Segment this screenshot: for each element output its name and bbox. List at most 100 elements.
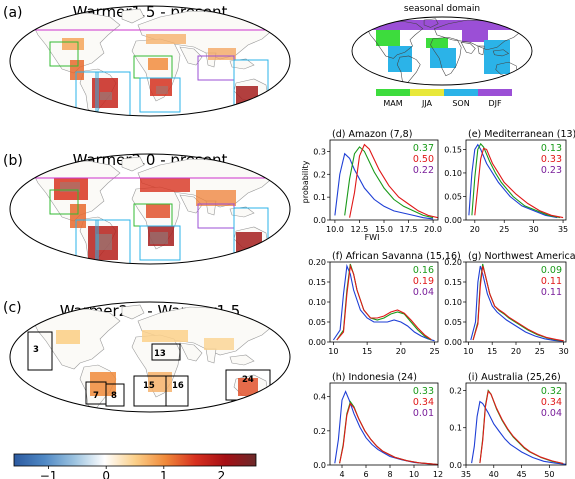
series-line — [472, 265, 564, 342]
probability-value: 0.32 — [541, 386, 562, 397]
y-tick-label: 0.0 — [313, 216, 326, 225]
probability-value: 0.13 — [541, 143, 562, 154]
colorbar-tick-label: 1 — [160, 469, 168, 479]
series-line — [474, 147, 564, 219]
series-line — [349, 143, 439, 219]
region-number: 15 — [143, 381, 155, 391]
x-tick-label: 4 — [339, 470, 344, 479]
x-tick-label: 35 — [558, 225, 568, 234]
y-tick-label: 0.05 — [308, 318, 326, 327]
y-tick-label: 0.4 — [313, 393, 326, 402]
panel-frame — [465, 382, 567, 466]
series-line — [479, 390, 564, 465]
map-a-globe — [31, 8, 290, 116]
y-tick-label: 0.2 — [313, 427, 326, 436]
panel-title: (i) Australia (25,26) — [468, 372, 561, 383]
y-tick-label: 0.20 — [444, 258, 462, 267]
y-tick-label: 0.10 — [444, 169, 462, 178]
probability-value: 0.11 — [541, 276, 562, 287]
x-tick-label: 40 — [489, 470, 499, 479]
series-line — [468, 143, 558, 219]
y-tick-label: 0.10 — [444, 298, 462, 307]
probability-value: 0.09 — [541, 265, 562, 276]
region-number: 16 — [172, 381, 184, 391]
y-tick-label: 0.1 — [449, 424, 462, 433]
region-number: 25 — [248, 402, 260, 412]
map-a: (a) Warmer1.5 - present — [3, 3, 291, 117]
panel-h: (h) Indonesia (24)4 6 8 10 120.00.20.40.330.… — [313, 372, 443, 479]
x-tick-label: 25 — [430, 347, 440, 356]
probability-value: 0.34 — [541, 397, 562, 408]
series-line — [334, 152, 434, 220]
x-tick-label: 6 — [363, 470, 368, 479]
probability-value: 0.37 — [413, 143, 434, 154]
series-line — [344, 146, 434, 219]
colorbar: −1 0 1 2 — [13, 453, 257, 479]
y-tick-label: 0.20 — [308, 258, 326, 267]
probability-value: 0.16 — [413, 265, 434, 276]
y-tick-label: 0.15 — [308, 278, 326, 287]
colorbar-tick-label: −1 — [40, 469, 58, 479]
seasonal-domain-globe — [352, 17, 532, 85]
y-tick-label: 0.05 — [444, 192, 462, 201]
series-line — [471, 400, 567, 465]
region-number: 26 — [251, 421, 263, 431]
series-line — [332, 263, 435, 342]
panel-title: (f) African Savanna (15,16) — [332, 251, 461, 262]
y-tick-label: 0.10 — [308, 298, 326, 307]
x-tick-label: 20 — [470, 225, 480, 234]
probability-value: 0.01 — [413, 408, 434, 419]
y-tick-label: 0.15 — [444, 145, 462, 154]
y-tick-label: 0.15 — [444, 278, 462, 287]
x-tick-label: 20 — [511, 347, 521, 356]
y-tick-label: 0.05 — [444, 318, 462, 327]
x-tick-label: 20.0 — [424, 225, 442, 234]
panel-title: (h) Indonesia (24) — [332, 372, 417, 383]
series-line — [339, 402, 439, 466]
probability-value: 0.23 — [541, 165, 562, 176]
x-tick-label: 15 — [362, 347, 372, 356]
map-b-heat — [54, 178, 262, 260]
panel-frame — [465, 139, 567, 221]
distribution-panels: (d) Amazon (7,8)10.0 12.5 15.0 17.5 20.00.00… — [308, 129, 575, 479]
panel-d: (d) Amazon (7,8) 10.0 12.5 15.0 17.5 20.0 0.0 0… — [313, 129, 442, 242]
x-tick-label: 35 — [461, 470, 471, 479]
x-tick-label: 12.5 — [351, 225, 369, 234]
probability-value: 0.34 — [413, 397, 434, 408]
x-tick-label: 10 — [463, 347, 473, 356]
x-tick-label: 45 — [516, 470, 526, 479]
x-tick-label: 10 — [409, 470, 419, 479]
seasonal-domain-legend: MAM JJA SON DJF — [376, 89, 512, 108]
y-tick-label: 0.1 — [313, 193, 326, 202]
colorbar-tick-label: 0 — [102, 469, 110, 479]
map-c-letter: (c) — [3, 300, 22, 316]
region-number: 24 — [242, 375, 254, 385]
probability-value: 0.04 — [541, 408, 562, 419]
panel-g: (g) Northwest America (3) 10 15 20 25 30 0.00 0… — [444, 251, 575, 356]
y-tick-label: 0.2 — [313, 170, 326, 179]
ylabel-probability: probability — [301, 160, 310, 203]
region-number: 7 — [93, 391, 99, 401]
x-tick-label: 15 — [487, 347, 497, 356]
seasonal-domain-title: seasonal domain — [404, 4, 480, 14]
legend-label-jja: JJA — [421, 99, 433, 108]
x-tick-label: 10 — [328, 347, 338, 356]
y-tick-label: 0.00 — [308, 338, 326, 347]
map-b: (b) Warmer2.0 - present — [3, 151, 291, 265]
panel-title: (e) Mediterranean (13) — [468, 129, 575, 140]
panel-frame — [329, 382, 439, 466]
legend-label-djf: DJF — [488, 99, 502, 108]
panel-i: (i) Australia (25,26) 35 40 45 50 0.0 0.1 0.2 0.… — [449, 372, 567, 479]
region-number: 8 — [111, 391, 117, 401]
seasonal-domain-map: seasonal domain MAM JJA SON DJF — [351, 4, 533, 108]
panel-title: (g) Northwest America (3) — [468, 251, 575, 262]
x-tick-label: 8 — [387, 470, 392, 479]
probability-value: 0.33 — [413, 386, 434, 397]
y-tick-label: 0.3 — [313, 147, 326, 156]
x-tick-label: 10.0 — [326, 225, 344, 234]
y-tick-label: 0.2 — [449, 386, 462, 395]
legend-label-mam: MAM — [383, 99, 402, 108]
map-c-globe: 3 7 8 13 15 16 24 25 26 — [27, 304, 275, 431]
map-c: (c) Warmer2.0 - Warmer1.5 — [3, 300, 291, 431]
map-b-globe — [31, 156, 290, 264]
